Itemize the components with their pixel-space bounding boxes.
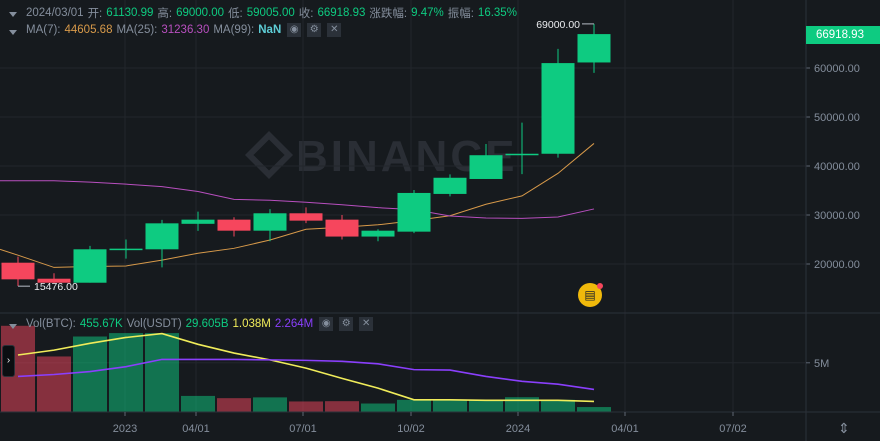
candle-body <box>217 219 251 231</box>
x-tick-label: 2024 <box>506 423 530 435</box>
low-value: 59005.00 <box>246 7 295 19</box>
y-tick-label: 50000.00 <box>814 112 860 124</box>
candle-body <box>541 63 575 154</box>
ohlc-legend: 2024/03/01 开: 61130.99 高: 69000.00 低: 59005… <box>26 5 517 21</box>
eye-icon[interactable]: ◉ <box>319 317 334 331</box>
volume-ma2-line <box>17 358 595 391</box>
ma7-line <box>0 143 595 268</box>
close-value: 66918.93 <box>317 7 366 19</box>
volume-bar <box>253 397 287 412</box>
gear-icon[interactable]: ⚙ <box>339 317 354 331</box>
volume-bar <box>577 407 611 412</box>
candle-body <box>289 213 323 221</box>
volume-bar <box>469 399 503 412</box>
high-value: 69000.00 <box>176 7 225 19</box>
volume-bar <box>289 401 323 412</box>
volume-bar <box>73 336 107 412</box>
volume-bar <box>145 333 179 412</box>
ma99-value: NaN <box>258 24 282 36</box>
chevron-right-icon[interactable]: › <box>2 345 15 377</box>
volume-bar <box>433 399 467 412</box>
collapse-legend-icon[interactable] <box>9 12 17 17</box>
candle-body <box>1 262 35 280</box>
candle-body <box>325 219 359 237</box>
volume-bar <box>181 395 215 412</box>
vol-tick-label: 5M <box>814 358 829 370</box>
open-label: 开: <box>87 8 103 20</box>
candle-body <box>181 219 215 224</box>
change-label: 涨跌幅: <box>369 8 408 20</box>
notification-dot <box>597 283 603 289</box>
amplitude-value: 16.35% <box>477 7 517 19</box>
last-price-tag: 66918.93 <box>806 26 880 44</box>
x-tick-label: 07/01 <box>289 423 317 435</box>
volume-bar <box>505 397 539 412</box>
vol-legend: Vol(BTC): 455.67K Vol(USDT) 29.605B 1.038M… <box>26 317 374 331</box>
ma7-value: 44605.68 <box>64 24 113 36</box>
x-tick-label: 2023 <box>113 423 137 435</box>
close-icon[interactable]: ✕ <box>359 317 374 331</box>
vol-ma2-value: 2.264M <box>274 318 314 330</box>
vol-usdt-value: 29.605B <box>185 318 229 330</box>
vol-usdt-label: Vol(USDT) <box>126 318 182 330</box>
change-value: 9.47% <box>411 7 444 19</box>
ma7-label: MA(7): <box>26 24 61 36</box>
y-tick-label: 30000.00 <box>814 210 860 222</box>
high-label: 高: <box>157 8 173 20</box>
candle-body <box>433 177 467 194</box>
candle-body <box>37 278 71 283</box>
candle-body <box>577 34 611 63</box>
volume-bar <box>541 399 575 412</box>
ma25-line <box>0 180 595 219</box>
candle-body <box>73 249 107 283</box>
ma99-label: MA(99): <box>213 24 255 36</box>
volume-bar <box>109 333 143 412</box>
volume-bar <box>37 356 71 412</box>
y-tick-label: 60000.00 <box>814 63 860 75</box>
max-price-label: 69000.00 <box>536 19 580 31</box>
vol-btc-value: 455.67K <box>79 318 123 330</box>
x-tick-label: 04/01 <box>611 423 639 435</box>
volume-ma1-line <box>17 332 595 403</box>
candle-body <box>253 213 287 231</box>
volume-bar <box>217 398 251 412</box>
ma-legend: MA(7): 44605.68 MA(25): 31236.30 MA(99): Na… <box>26 23 342 37</box>
candle-body <box>469 155 503 179</box>
volume-bar <box>361 403 395 412</box>
low-label: 低: <box>228 8 243 20</box>
gear-icon[interactable]: ⚙ <box>307 23 322 37</box>
candle-date: 2024/03/01 <box>26 7 84 19</box>
y-tick-label: 40000.00 <box>814 161 860 173</box>
candle-body <box>361 230 395 237</box>
candle-body <box>109 248 143 251</box>
candle-body <box>145 223 179 250</box>
ma25-value: 31236.30 <box>161 24 210 36</box>
y-tick-label: 20000.00 <box>814 259 860 271</box>
x-tick-label: 10/02 <box>397 423 425 435</box>
x-tick-label: 04/01 <box>182 423 210 435</box>
volume-bar <box>325 401 359 412</box>
vol-btc-label: Vol(BTC): <box>26 318 76 330</box>
scale-icon[interactable]: ⇕ <box>838 420 850 436</box>
min-price-label: 15476.00 <box>34 281 78 293</box>
volume-bar <box>397 399 431 412</box>
open-value: 61130.99 <box>106 7 154 19</box>
vol-ma1-value: 1.038M <box>232 318 271 330</box>
collapse-ma-icon[interactable] <box>9 30 17 35</box>
collapse-vol-icon[interactable] <box>9 324 17 329</box>
candle-body <box>397 192 431 232</box>
amplitude-label: 振幅: <box>447 8 474 20</box>
eye-icon[interactable]: ◉ <box>287 23 302 37</box>
x-tick-label: 07/02 <box>719 423 747 435</box>
close-icon[interactable]: ✕ <box>327 23 342 37</box>
candle-body <box>505 153 539 156</box>
close-label: 收: <box>298 8 314 20</box>
ma25-label: MA(25): <box>116 24 158 36</box>
